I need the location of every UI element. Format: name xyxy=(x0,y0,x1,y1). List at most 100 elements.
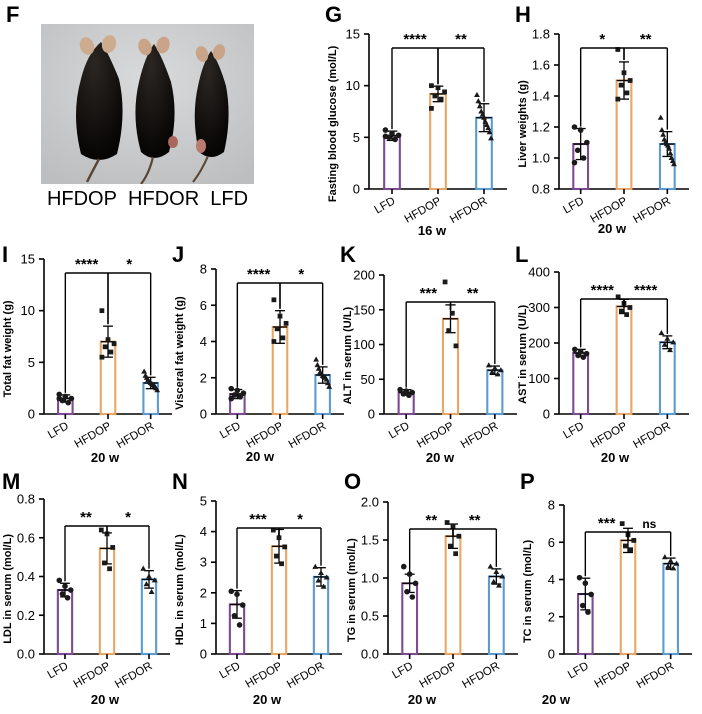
svg-text:6: 6 xyxy=(548,535,555,550)
svg-text:HFDOR: HFDOR xyxy=(115,420,156,451)
svg-text:10: 10 xyxy=(21,303,35,318)
svg-text:**: ** xyxy=(467,285,479,302)
svg-text:2: 2 xyxy=(200,585,207,600)
svg-text:0.6: 0.6 xyxy=(17,530,35,545)
svg-text:LFD: LFD xyxy=(46,660,71,681)
svg-text:****: **** xyxy=(75,256,99,273)
svg-text:HFDOP: HFDOP xyxy=(593,660,634,691)
svg-text:*: * xyxy=(297,511,303,528)
svg-text:Visceral fat weight (g): Visceral fat weight (g) xyxy=(174,296,186,410)
svg-text:ns: ns xyxy=(642,517,656,531)
svg-text:6: 6 xyxy=(200,298,207,313)
svg-text:***: *** xyxy=(598,515,616,532)
svg-text:8: 8 xyxy=(200,262,207,277)
svg-text:HFDOP: HFDOP xyxy=(244,660,285,691)
svg-text:1.0: 1.0 xyxy=(532,151,550,166)
svg-text:5: 5 xyxy=(353,130,360,145)
svg-text:HFDOR: HFDOR xyxy=(459,420,500,451)
svg-text:0: 0 xyxy=(368,407,375,422)
svg-text:4: 4 xyxy=(200,524,207,539)
svg-text:HFDOR: HFDOR xyxy=(631,420,672,451)
svg-text:HFDOP: HFDOP xyxy=(72,660,113,691)
svg-text:100: 100 xyxy=(353,337,375,352)
svg-text:Total fat weight (g): Total fat weight (g) xyxy=(2,300,14,397)
svg-text:TG in serum (mol/L): TG in serum (mol/L) xyxy=(346,538,358,642)
svg-text:0.0: 0.0 xyxy=(17,647,35,662)
svg-text:HFDOR: HFDOR xyxy=(287,420,328,451)
svg-text:**: ** xyxy=(80,509,92,526)
svg-text:****: **** xyxy=(634,282,658,299)
svg-text:0.0: 0.0 xyxy=(361,647,379,662)
svg-text:0.5: 0.5 xyxy=(361,609,379,624)
svg-text:15: 15 xyxy=(346,27,360,42)
svg-text:1.5: 1.5 xyxy=(361,533,379,548)
svg-text:Fasting blood glucose (mol/L): Fasting blood glucose (mol/L) xyxy=(327,45,339,202)
svg-text:3: 3 xyxy=(200,555,207,570)
svg-text:0.8: 0.8 xyxy=(532,182,550,197)
svg-text:HFDOP: HFDOP xyxy=(73,420,114,451)
svg-text:*: * xyxy=(125,509,131,526)
svg-text:400: 400 xyxy=(528,265,550,280)
svg-text:LFD: LFD xyxy=(390,660,415,681)
svg-text:2.0: 2.0 xyxy=(361,495,379,510)
svg-text:HFDOP: HFDOP xyxy=(418,660,459,691)
svg-text:***: *** xyxy=(249,511,267,528)
svg-text:LFD: LFD xyxy=(46,420,71,441)
svg-text:1.0: 1.0 xyxy=(361,571,379,586)
svg-text:5: 5 xyxy=(28,355,35,370)
svg-text:LDL in serum (mol/L): LDL in serum (mol/L) xyxy=(2,534,14,644)
svg-text:2: 2 xyxy=(548,609,555,624)
svg-text:****: **** xyxy=(403,31,427,48)
svg-text:Liver weights (g): Liver weights (g) xyxy=(517,80,529,168)
svg-text:HFDOP: HFDOP xyxy=(245,420,286,451)
svg-text:5: 5 xyxy=(200,494,207,509)
svg-text:100: 100 xyxy=(528,371,550,386)
svg-text:0: 0 xyxy=(200,647,207,662)
svg-text:HFDOP: HFDOP xyxy=(403,195,444,226)
svg-text:10: 10 xyxy=(346,78,360,93)
svg-text:0: 0 xyxy=(200,407,207,422)
svg-text:HFDOP: HFDOP xyxy=(415,420,456,451)
svg-text:0.4: 0.4 xyxy=(17,569,35,584)
svg-text:0.2: 0.2 xyxy=(17,608,35,623)
svg-text:**: ** xyxy=(425,512,437,529)
svg-text:*: * xyxy=(298,266,304,283)
svg-text:**: ** xyxy=(455,31,467,48)
svg-text:0: 0 xyxy=(543,407,550,422)
svg-text:0: 0 xyxy=(548,647,555,662)
svg-text:HDL in serum (mol/L): HDL in serum (mol/L) xyxy=(174,534,186,645)
svg-text:0: 0 xyxy=(28,407,35,422)
svg-text:0.8: 0.8 xyxy=(17,492,35,507)
svg-text:HFDOR: HFDOR xyxy=(448,195,489,226)
svg-text:LFD: LFD xyxy=(566,660,591,681)
svg-text:HFDOR: HFDOR xyxy=(635,660,676,691)
svg-text:HFDOR: HFDOR xyxy=(460,660,501,691)
svg-text:1.4: 1.4 xyxy=(532,89,550,104)
svg-text:50: 50 xyxy=(361,372,375,387)
svg-text:1.6: 1.6 xyxy=(532,58,550,73)
svg-text:LFD: LFD xyxy=(218,420,243,441)
svg-text:HFDOR: HFDOR xyxy=(285,660,326,691)
svg-text:2: 2 xyxy=(200,370,207,385)
svg-text:****: **** xyxy=(247,266,271,283)
svg-text:HFDOR: HFDOR xyxy=(113,660,154,691)
svg-text:200: 200 xyxy=(353,268,375,283)
svg-text:1: 1 xyxy=(200,616,207,631)
svg-text:**: ** xyxy=(469,512,481,529)
svg-text:HFDOP: HFDOP xyxy=(589,420,630,451)
svg-text:*: * xyxy=(599,31,605,48)
svg-text:1.2: 1.2 xyxy=(532,120,550,135)
svg-text:ALT in serum (U/L): ALT in serum (U/L) xyxy=(342,307,354,405)
svg-text:*: * xyxy=(126,256,132,273)
svg-text:4: 4 xyxy=(200,334,207,349)
svg-text:300: 300 xyxy=(528,300,550,315)
svg-text:LFD: LFD xyxy=(561,195,586,216)
svg-text:AST in serum (U/L): AST in serum (U/L) xyxy=(517,305,529,404)
svg-text:LFD: LFD xyxy=(561,420,586,441)
svg-text:LFD: LFD xyxy=(218,660,243,681)
svg-text:15: 15 xyxy=(21,252,35,267)
svg-text:8: 8 xyxy=(548,498,555,513)
svg-text:**: ** xyxy=(640,31,652,48)
svg-text:1.8: 1.8 xyxy=(532,27,550,42)
svg-text:4: 4 xyxy=(548,572,555,587)
